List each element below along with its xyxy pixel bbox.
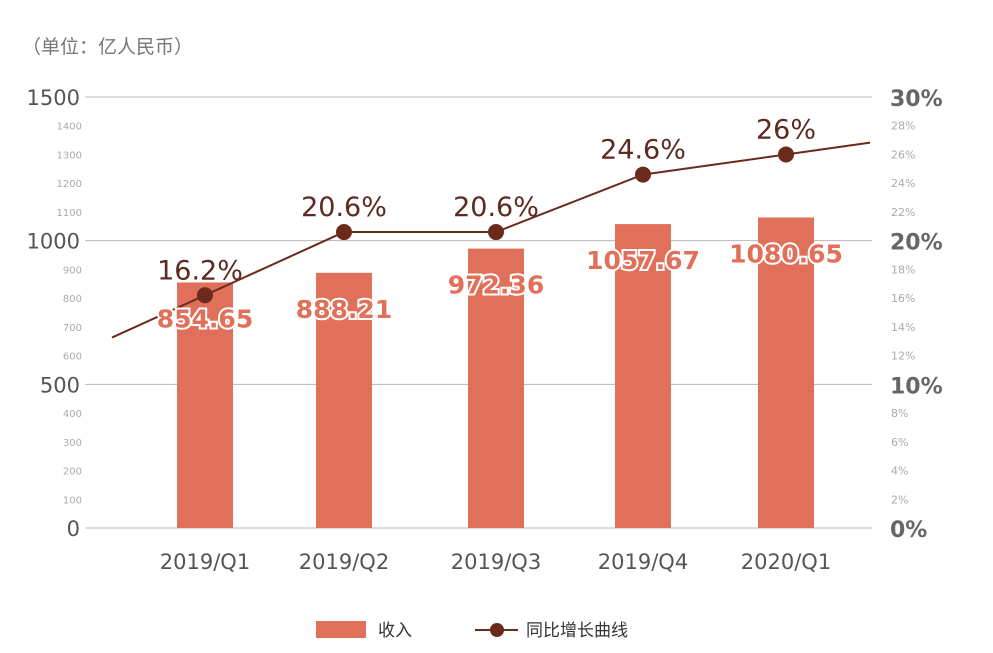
right-minor-tick-label-2: 2%	[891, 493, 908, 506]
bar-2019/Q3	[468, 248, 524, 528]
left-minor-tick-label-900: 900	[63, 265, 82, 276]
left-tick-label-1500: 1500	[27, 86, 80, 110]
right-axis: 0% 10% 20% 30% 2% 4% 6% 8% 12% 14% 16% 18% 22% 24% 26%…	[890, 87, 943, 543]
growth-value-labels: 16.2% 20.6% 20.6% 24.6% 26%	[157, 114, 816, 286]
left-minor-tick-label-700: 700	[63, 323, 82, 334]
growth-value-label-2019/Q2: 20.6%	[301, 192, 387, 223]
right-tick-label-30: 30%	[890, 87, 943, 112]
right-minor-tick-label-22: 22%	[891, 206, 915, 219]
unit-label: （单位：亿人民币）	[22, 36, 194, 58]
growth-point-2019/Q1	[197, 287, 213, 304]
growth-point-2019/Q2	[336, 224, 352, 241]
x-tick-label-2020/Q1: 2020/Q1	[741, 550, 831, 574]
right-minor-tick-label-8: 8%	[891, 407, 908, 420]
revenue-bars	[177, 217, 814, 529]
bar-value-label-2019/Q4: 1057.67	[586, 246, 700, 275]
revenue-value-labels: 854.65 888.21 972.36 1057.67 1080.65	[155, 237, 845, 335]
growth-point-2020/Q1	[778, 146, 794, 163]
growth-value-label-2019/Q3: 20.6%	[453, 192, 539, 223]
legend-label-bar: 收入	[378, 621, 412, 641]
bar-value-label-2019/Q1: 854.65	[157, 304, 253, 333]
growth-value-label-2019/Q4: 24.6%	[600, 135, 686, 166]
left-minor-tick-label-600: 600	[63, 352, 82, 363]
left-minor-tick-label-100: 100	[63, 495, 82, 506]
left-minor-tick-label-1300: 1300	[57, 150, 82, 161]
right-minor-tick-label-24: 24%	[891, 177, 915, 190]
left-minor-tick-label-400: 400	[63, 409, 82, 420]
right-minor-tick-label-4: 4%	[891, 465, 908, 478]
x-tick-label-2019/Q3: 2019/Q3	[451, 550, 541, 574]
left-axis: 0 500 1000 1500 100 200 300 400 600 700 800 900 1100…	[27, 86, 82, 541]
left-minor-tick-label-300: 300	[63, 438, 82, 449]
left-minor-tick-label-800: 800	[63, 294, 82, 305]
right-tick-label-0: 0%	[890, 518, 927, 543]
growth-point-2019/Q3	[488, 224, 504, 241]
legend-swatch-bar	[316, 621, 366, 638]
left-minor-tick-label-200: 200	[63, 467, 82, 478]
growth-point-2019/Q4	[635, 166, 651, 183]
right-minor-tick-label-6: 6%	[891, 436, 908, 449]
left-tick-label-1000: 1000	[27, 230, 80, 254]
left-tick-label-0: 0	[67, 517, 80, 541]
left-tick-label-500: 500	[40, 373, 80, 397]
left-minor-tick-label-1400: 1400	[57, 122, 82, 133]
growth-value-label-2020/Q1: 26%	[756, 114, 816, 145]
legend-swatch-dot	[490, 623, 504, 637]
growth-value-label-2019/Q1: 16.2%	[157, 255, 243, 286]
legend-label-line: 同比增长曲线	[526, 621, 628, 641]
right-minor-tick-label-18: 18%	[891, 263, 915, 276]
x-tick-label-2019/Q4: 2019/Q4	[598, 550, 688, 574]
growth-line	[111, 141, 871, 339]
x-tick-label-2019/Q2: 2019/Q2	[299, 550, 389, 574]
left-minor-tick-label-1200: 1200	[57, 179, 82, 190]
right-tick-label-10: 10%	[890, 374, 943, 399]
bar-2019/Q1	[177, 282, 233, 528]
bar-2020/Q1	[758, 217, 814, 529]
left-minor-tick-label-1100: 1100	[57, 208, 82, 219]
bar-value-label-2019/Q2: 888.21	[296, 295, 392, 324]
right-minor-tick-label-26: 26%	[891, 148, 915, 161]
x-tick-label-2019/Q1: 2019/Q1	[160, 550, 250, 574]
bar-value-label-2019/Q3: 972.36	[448, 271, 544, 300]
right-minor-tick-label-16: 16%	[891, 292, 915, 305]
legend: 收入 同比增长曲线	[316, 621, 628, 641]
right-minor-tick-label-14: 14%	[891, 321, 915, 334]
right-tick-label-20: 20%	[890, 231, 943, 256]
right-minor-tick-label-28: 28%	[891, 120, 915, 133]
bar-2019/Q4	[615, 224, 671, 528]
bar-value-label-2020/Q1: 1080.65	[729, 239, 843, 268]
right-minor-tick-label-12: 12%	[891, 350, 915, 363]
bar-2019/Q2	[316, 272, 372, 528]
x-axis: 2019/Q1 2019/Q2 2019/Q3 2019/Q4 2020/Q1	[160, 550, 831, 574]
